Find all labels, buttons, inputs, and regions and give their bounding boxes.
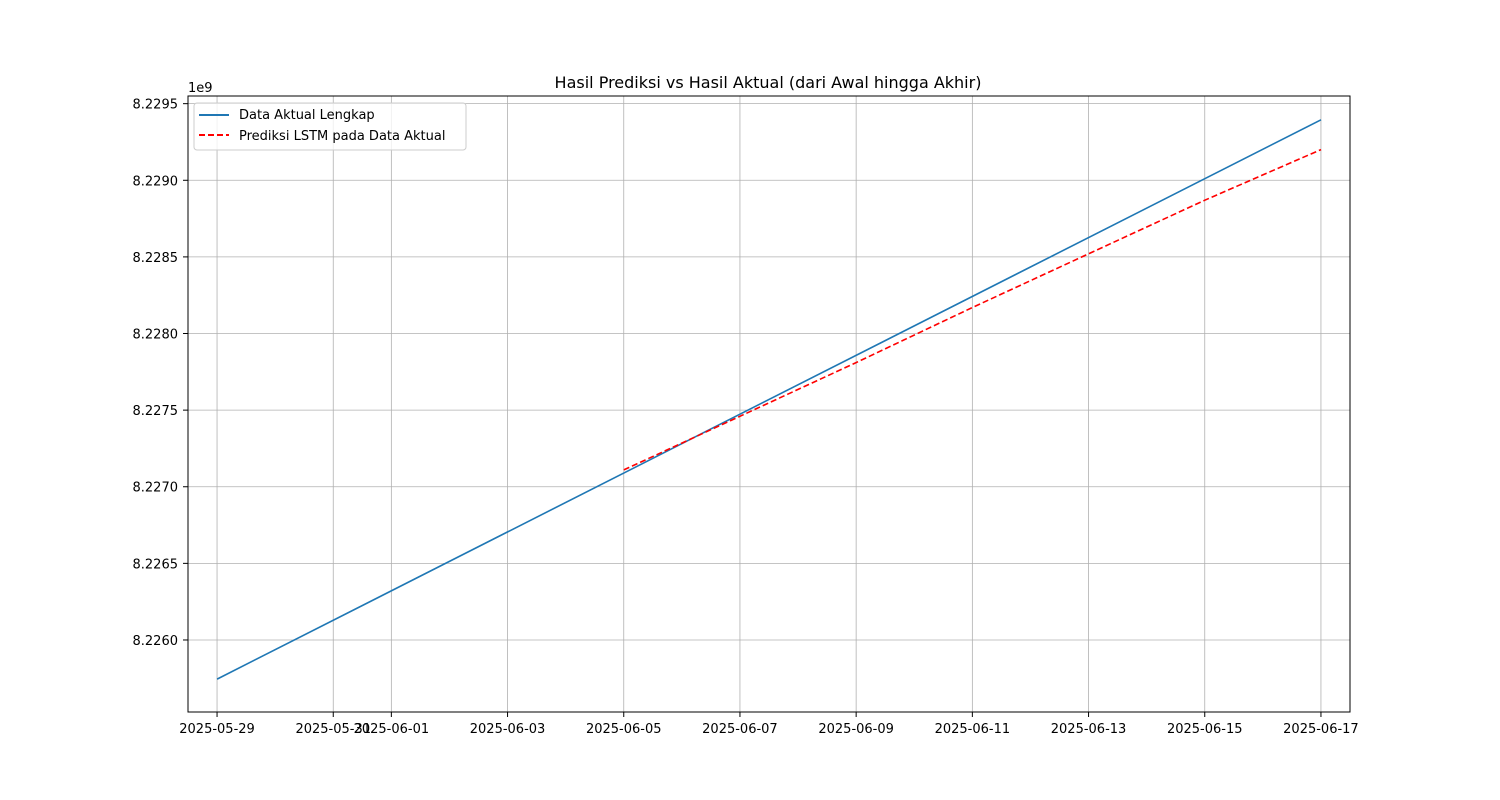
x-tick-label: 2025-06-05 bbox=[586, 722, 662, 737]
x-tick-label: 2025-06-13 bbox=[1051, 722, 1127, 737]
x-tick-label: 2025-05-31 bbox=[295, 722, 371, 737]
y-tick-label: 8.2285 bbox=[133, 251, 179, 266]
y-axis-offset-label: 1e9 bbox=[188, 81, 213, 96]
y-tick-label: 8.2260 bbox=[133, 634, 179, 649]
chart-title: Hasil Prediksi vs Hasil Aktual (dari Awa… bbox=[555, 73, 982, 92]
series-line-prediction bbox=[623, 148, 1322, 471]
series-layer bbox=[216, 119, 1322, 680]
grid bbox=[188, 96, 1350, 712]
x-tick-label: 2025-06-11 bbox=[935, 722, 1011, 737]
y-tick-label: 8.2295 bbox=[133, 98, 179, 113]
x-tick-label: 2025-05-29 bbox=[179, 722, 255, 737]
x-tick-label: 2025-06-09 bbox=[818, 722, 894, 737]
y-tick-label: 8.2270 bbox=[133, 481, 179, 496]
y-tick-label: 8.2265 bbox=[133, 557, 179, 572]
y-tick-label: 8.2275 bbox=[133, 404, 179, 419]
y-tick-label: 8.2290 bbox=[133, 174, 179, 189]
y-tick-label: 8.2280 bbox=[133, 328, 179, 343]
y-axis: 8.2260 8.2265 8.2270 8.2275 8.2280 8.2285 8.22… bbox=[133, 98, 188, 649]
legend: Data Aktual Lengkap Prediksi LSTM pada D… bbox=[193, 102, 467, 151]
legend-label-actual: Data Aktual Lengkap bbox=[239, 108, 375, 123]
x-tick-label: 2025-06-07 bbox=[702, 722, 778, 737]
plot-area-frame bbox=[187, 95, 1351, 713]
x-tick-label: 2025-06-01 bbox=[354, 722, 430, 737]
x-tick-label: 2025-06-15 bbox=[1167, 722, 1243, 737]
legend-label-prediction: Prediksi LSTM pada Data Aktual bbox=[239, 129, 445, 144]
x-tick-label: 2025-06-17 bbox=[1283, 722, 1359, 737]
series-line-actual bbox=[216, 119, 1322, 680]
x-tick-label: 2025-06-03 bbox=[470, 722, 546, 737]
legend-box bbox=[193, 102, 467, 151]
